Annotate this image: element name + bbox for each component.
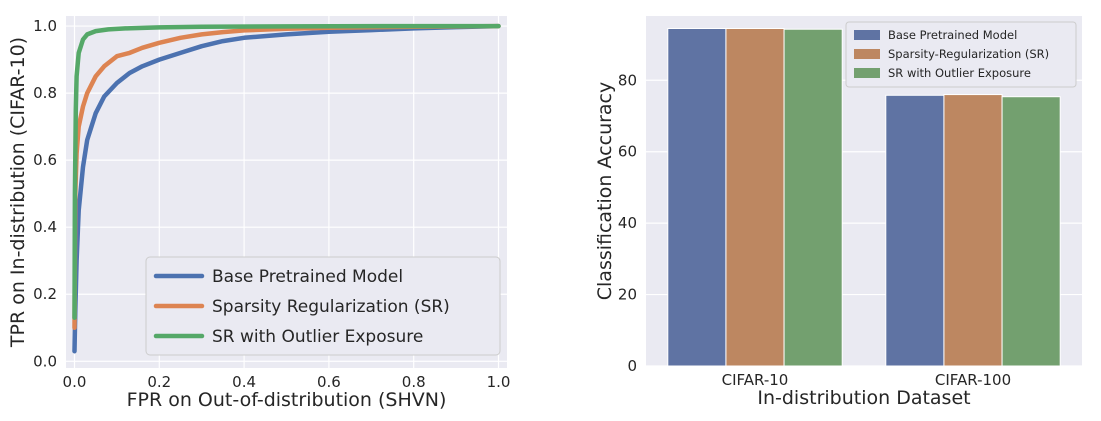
bar-0-0	[667, 28, 727, 367]
legend-label-0: Base Pretrained Model	[212, 267, 403, 287]
y-axis-label: TPR on In-distribution (CIFAR-10)	[7, 37, 29, 348]
y-tick-label: 80	[618, 71, 637, 89]
x-tick-label: 0.0	[63, 373, 87, 391]
x-axis-label: FPR on Out-of-distribution (SHVN)	[127, 389, 447, 411]
x-tick-label: 1.0	[487, 373, 511, 391]
x-tick-label: 0.8	[402, 373, 426, 391]
legend-swatch-2	[854, 68, 880, 78]
bar-1-0	[885, 94, 945, 367]
roc-chart: 0.0 0.2 0.4 0.6 0.8 1.0 0.0 0.2 0.4 0.6 0.8 1.0 FPR …	[7, 16, 511, 411]
y-tick-label: 0	[627, 357, 637, 375]
legend-swatch-0	[854, 30, 880, 40]
legend-label-0: Base Pretrained Model	[888, 28, 1017, 42]
x-tick-label: 0.4	[232, 373, 256, 391]
y-tick-label: 0.8	[33, 84, 57, 102]
y-tick-label: 0.0	[33, 352, 57, 370]
y-tick-label: 0.2	[33, 285, 57, 303]
series-line-1	[72, 23, 501, 331]
series-line-2	[72, 23, 501, 320]
y-axis-label: Classification Accuracy	[594, 82, 616, 301]
x-axis-label: In-distribution Dataset	[757, 387, 970, 409]
y-tick-label: 0.4	[33, 218, 57, 236]
x-tick-label: 0.6	[317, 373, 341, 391]
series-line-0	[72, 23, 501, 354]
legend-label-1: Sparsity Regularization (SR)	[212, 297, 450, 317]
legend-label-2: SR with Outlier Exposure	[212, 327, 423, 347]
y-tick-label: 0.6	[33, 151, 57, 169]
y-tick-label: 40	[618, 214, 637, 232]
y-tick-label: 20	[618, 286, 637, 304]
legend-swatch-1	[854, 49, 880, 59]
legend-label-2: SR with Outlier Exposure	[888, 66, 1031, 80]
bar-0-2	[783, 28, 843, 367]
bar-1-2	[1001, 96, 1061, 367]
y-tick-label: 60	[618, 143, 637, 161]
y-tick-label: 1.0	[33, 17, 57, 35]
x-tick-label: CIFAR-10	[722, 371, 789, 389]
bar-1-1	[943, 94, 1003, 367]
legend-label-1: Sparsity-Regularization (SR)	[888, 47, 1049, 61]
legend-box	[145, 256, 501, 356]
x-tick-label: 0.2	[147, 373, 171, 391]
x-tick-label: CIFAR-100	[935, 371, 1011, 389]
bar-0-1	[725, 28, 785, 367]
legend-box	[845, 21, 1077, 88]
